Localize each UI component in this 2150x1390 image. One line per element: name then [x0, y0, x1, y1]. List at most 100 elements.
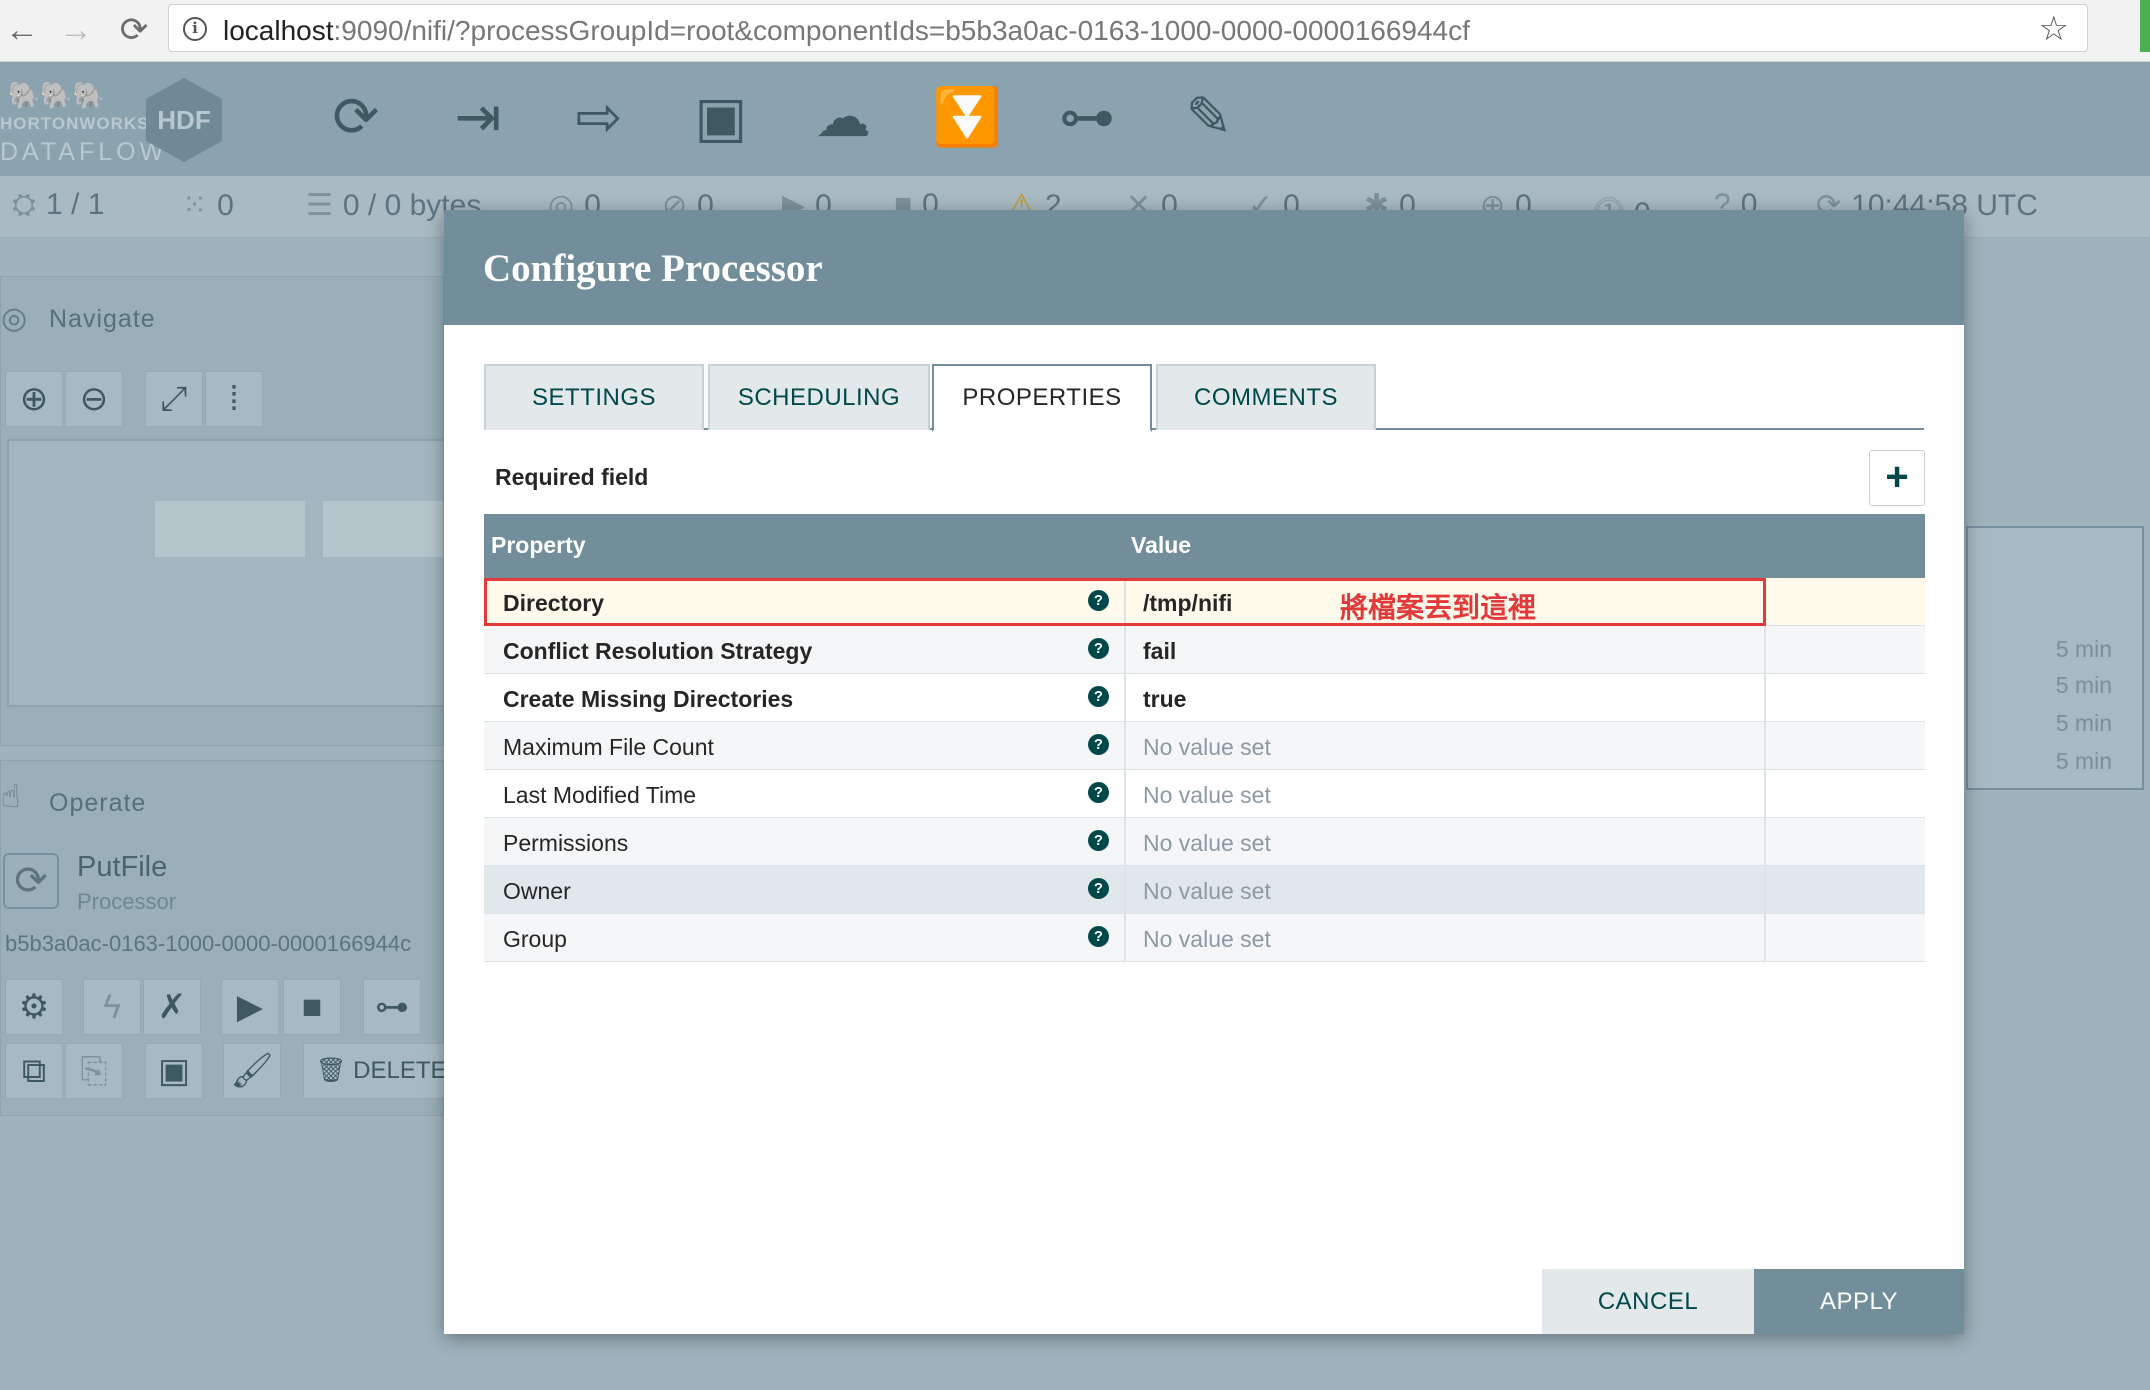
apply-button[interactable]: APPLY — [1754, 1269, 1964, 1334]
copy-icon[interactable]: ⧉ — [5, 1043, 63, 1099]
stat-time: 5 min — [2055, 710, 2112, 736]
reload-icon[interactable]: ⟳ — [119, 11, 149, 49]
tab-comments[interactable]: COMMENTS — [1156, 364, 1376, 430]
configure-processor-dialog: Configure Processor SETTINGS SCHEDULING … — [444, 210, 1964, 1334]
property-value[interactable]: /tmp/nifi — [1143, 590, 1233, 616]
configure-gear-icon[interactable]: ⚙ — [5, 979, 63, 1035]
cancel-button[interactable]: CANCEL — [1542, 1269, 1754, 1334]
birdseye-view[interactable] — [7, 439, 445, 707]
start-play-icon[interactable]: ▶ — [221, 979, 279, 1035]
help-question-icon[interactable]: ? — [1088, 590, 1109, 611]
property-name: Create Missing Directories — [503, 686, 794, 712]
property-value[interactable]: No value set — [1143, 734, 1271, 760]
zoom-out-icon[interactable]: ⊖ — [65, 371, 123, 427]
forward-icon[interactable]: → — [59, 11, 93, 49]
input-port-icon[interactable]: ⇥ — [454, 85, 502, 148]
paste-icon[interactable]: ⎘ — [65, 1043, 123, 1099]
property-name: Last Modified Time — [503, 782, 697, 808]
actual-size-icon[interactable]: ⁞ — [205, 371, 263, 427]
table-row[interactable]: Permissions ? No value set — [484, 818, 1925, 866]
bookmark-star-icon[interactable]: ☆ — [2038, 10, 2069, 48]
component-name: PutFile — [77, 851, 168, 883]
help-question-icon[interactable]: ? — [1088, 782, 1109, 803]
delete-button[interactable]: 🗑 DELETE — [303, 1043, 447, 1099]
stat-time: 5 min — [2055, 748, 2112, 774]
column-header-value: Value — [1131, 532, 1192, 558]
help-question-icon[interactable]: ? — [1088, 926, 1109, 947]
stop-square-icon[interactable]: ■ — [283, 979, 341, 1035]
properties-table: Property Value Directory ? /tmp/nifi 將檔案… — [484, 514, 1925, 962]
stat-time: 5 min — [2055, 636, 2112, 662]
fit-icon[interactable]: ⤢ — [145, 371, 203, 427]
required-field-label: Required field — [495, 464, 649, 490]
compass-icon: ◎ — [1, 302, 28, 335]
output-port-icon[interactable]: ⇨ — [575, 85, 623, 148]
logo-line2: DATAFLOW — [0, 138, 168, 166]
back-icon[interactable]: ← — [5, 11, 39, 49]
navigate-title: Navigate — [49, 305, 156, 333]
color-brush-icon[interactable]: 🖌 — [223, 1043, 281, 1099]
groups-stat: ⁙ 0 — [182, 189, 234, 222]
processor-icon: ⟳ — [3, 853, 59, 909]
dialog-title: Configure Processor — [483, 247, 823, 290]
address-bar[interactable]: i localhost:9090/nifi/?processGroupId=ro… — [168, 4, 2088, 52]
property-value[interactable]: No value set — [1143, 830, 1271, 856]
template-icon[interactable]: ⊶ — [1059, 85, 1115, 148]
hand-pointer-icon: ☝ — [1, 778, 21, 814]
processor-tool-icon[interactable]: ⟳ — [332, 85, 380, 148]
tab-properties[interactable]: PROPERTIES — [932, 364, 1152, 432]
canvas-component-stats[interactable]: 5 min 5 min 5 min 5 min — [1966, 526, 2144, 790]
birdseye-component — [323, 501, 443, 557]
nifi-header: 🐘🐘🐘 HORTONWORKS DATAFLOW HDF ⟳ ⇥ ⇨ ▣ ☁ ⏬… — [0, 62, 2150, 176]
property-name: Directory — [503, 590, 604, 616]
property-value[interactable]: true — [1143, 686, 1187, 712]
property-value[interactable]: No value set — [1143, 782, 1271, 808]
info-icon[interactable]: i — [183, 17, 207, 41]
component-id: b5b3a0ac-0163-1000-0000-0000166944c — [5, 931, 412, 956]
trash-icon: 🗑 — [316, 1057, 347, 1084]
elephants-logo-icon: 🐘🐘🐘 — [8, 80, 106, 110]
help-question-icon[interactable]: ? — [1088, 686, 1109, 707]
table-header: Property Value — [484, 514, 1925, 578]
group-icon[interactable]: ▣ — [145, 1043, 203, 1099]
table-row[interactable]: Create Missing Directories ? true — [484, 674, 1925, 722]
property-value[interactable]: No value set — [1143, 878, 1271, 904]
zoom-in-icon[interactable]: ⊕ — [5, 371, 63, 427]
table-row[interactable]: Maximum File Count ? No value set — [484, 722, 1925, 770]
delete-label: DELETE — [353, 1057, 447, 1084]
annotation-text: 將檔案丟到這裡 — [1340, 591, 1537, 624]
table-row[interactable]: Last Modified Time ? No value set — [484, 770, 1925, 818]
property-value[interactable]: No value set — [1143, 926, 1271, 952]
logo-line1: HORTONWORKS — [0, 114, 150, 133]
url-text[interactable]: localhost:9090/nifi/?processGroupId=root… — [223, 15, 1470, 46]
property-value[interactable]: fail — [1143, 638, 1177, 664]
table-row[interactable]: Directory ? /tmp/nifi 將檔案丟到這裡 — [484, 578, 1925, 626]
remote-process-group-icon[interactable]: ☁ — [815, 85, 871, 148]
tab-settings[interactable]: SETTINGS — [484, 364, 704, 430]
operate-panel: ☝ Operate ⟳ PutFile Processor b5b3a0ac-0… — [0, 760, 447, 1116]
component-type: Processor — [77, 889, 177, 914]
table-row[interactable]: Group ? No value set — [484, 914, 1925, 962]
tab-scheduling[interactable]: SCHEDULING — [708, 364, 930, 430]
table-row[interactable]: Owner ? No value set — [484, 866, 1925, 914]
process-group-icon[interactable]: ▣ — [694, 85, 748, 148]
disable-icon[interactable]: ✗ — [143, 979, 201, 1035]
help-question-icon[interactable]: ? — [1088, 830, 1109, 851]
label-icon[interactable]: ✎ — [1185, 85, 1233, 148]
help-question-icon[interactable]: ? — [1088, 878, 1109, 899]
column-header-property: Property — [491, 532, 586, 558]
hdf-badge: HDF — [146, 78, 222, 162]
dialog-header: Configure Processor — [444, 210, 1964, 325]
list-icon: ☰ — [306, 189, 333, 222]
create-template-icon[interactable]: ⊶ — [363, 979, 421, 1035]
help-question-icon[interactable]: ? — [1088, 638, 1109, 659]
enable-icon[interactable]: ϟ — [83, 979, 141, 1035]
table-row[interactable]: Conflict Resolution Strategy ? fail — [484, 626, 1925, 674]
grid-icon: ⁙ — [182, 189, 208, 222]
cubes-icon: ⛭ — [12, 188, 36, 221]
extension-edge — [2140, 0, 2150, 52]
add-property-button[interactable]: + — [1869, 450, 1925, 506]
help-question-icon[interactable]: ? — [1088, 734, 1109, 755]
highlight-box — [484, 578, 1766, 626]
funnel-icon[interactable]: ⏬ — [932, 85, 1002, 148]
